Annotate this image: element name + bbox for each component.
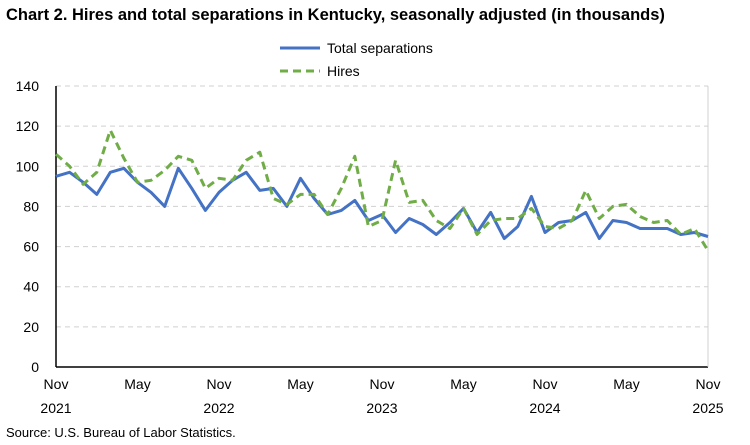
x-tick-label: May (287, 376, 313, 392)
y-tick-label: 120 (16, 118, 40, 134)
y-tick-label: 60 (23, 239, 39, 255)
x-tick-label: Nov (696, 376, 721, 392)
x-tick-year-label: 2025 (692, 400, 723, 416)
x-tick-label: May (450, 376, 476, 392)
y-tick-label: 140 (16, 78, 40, 94)
x-tick-year-label: 2021 (40, 400, 71, 416)
x-tick-label: Nov (207, 376, 232, 392)
x-tick-year-label: 2024 (529, 400, 560, 416)
legend-label: Total separations (327, 40, 433, 56)
legend-label: Hires (327, 63, 360, 79)
chart-title: Chart 2. Hires and total separations in … (6, 6, 665, 24)
x-tick-label: Nov (533, 376, 558, 392)
x-tick-year-label: 2023 (366, 400, 397, 416)
source-note: Source: U.S. Bureau of Labor Statistics. (6, 425, 236, 440)
x-tick-label: Nov (370, 376, 395, 392)
y-tick-label: 80 (23, 198, 39, 214)
x-tick-label: May (613, 376, 639, 392)
y-tick-label: 20 (23, 319, 39, 335)
y-tick-label: 0 (31, 359, 39, 375)
x-tick-label: Nov (44, 376, 69, 392)
series-line-total-separations (55, 166, 709, 240)
x-tick-year-label: 2022 (203, 400, 234, 416)
series-line-hires (55, 128, 710, 252)
y-tick-label: 40 (23, 279, 39, 295)
x-tick-label: May (124, 376, 150, 392)
y-tick-label: 100 (16, 158, 40, 174)
